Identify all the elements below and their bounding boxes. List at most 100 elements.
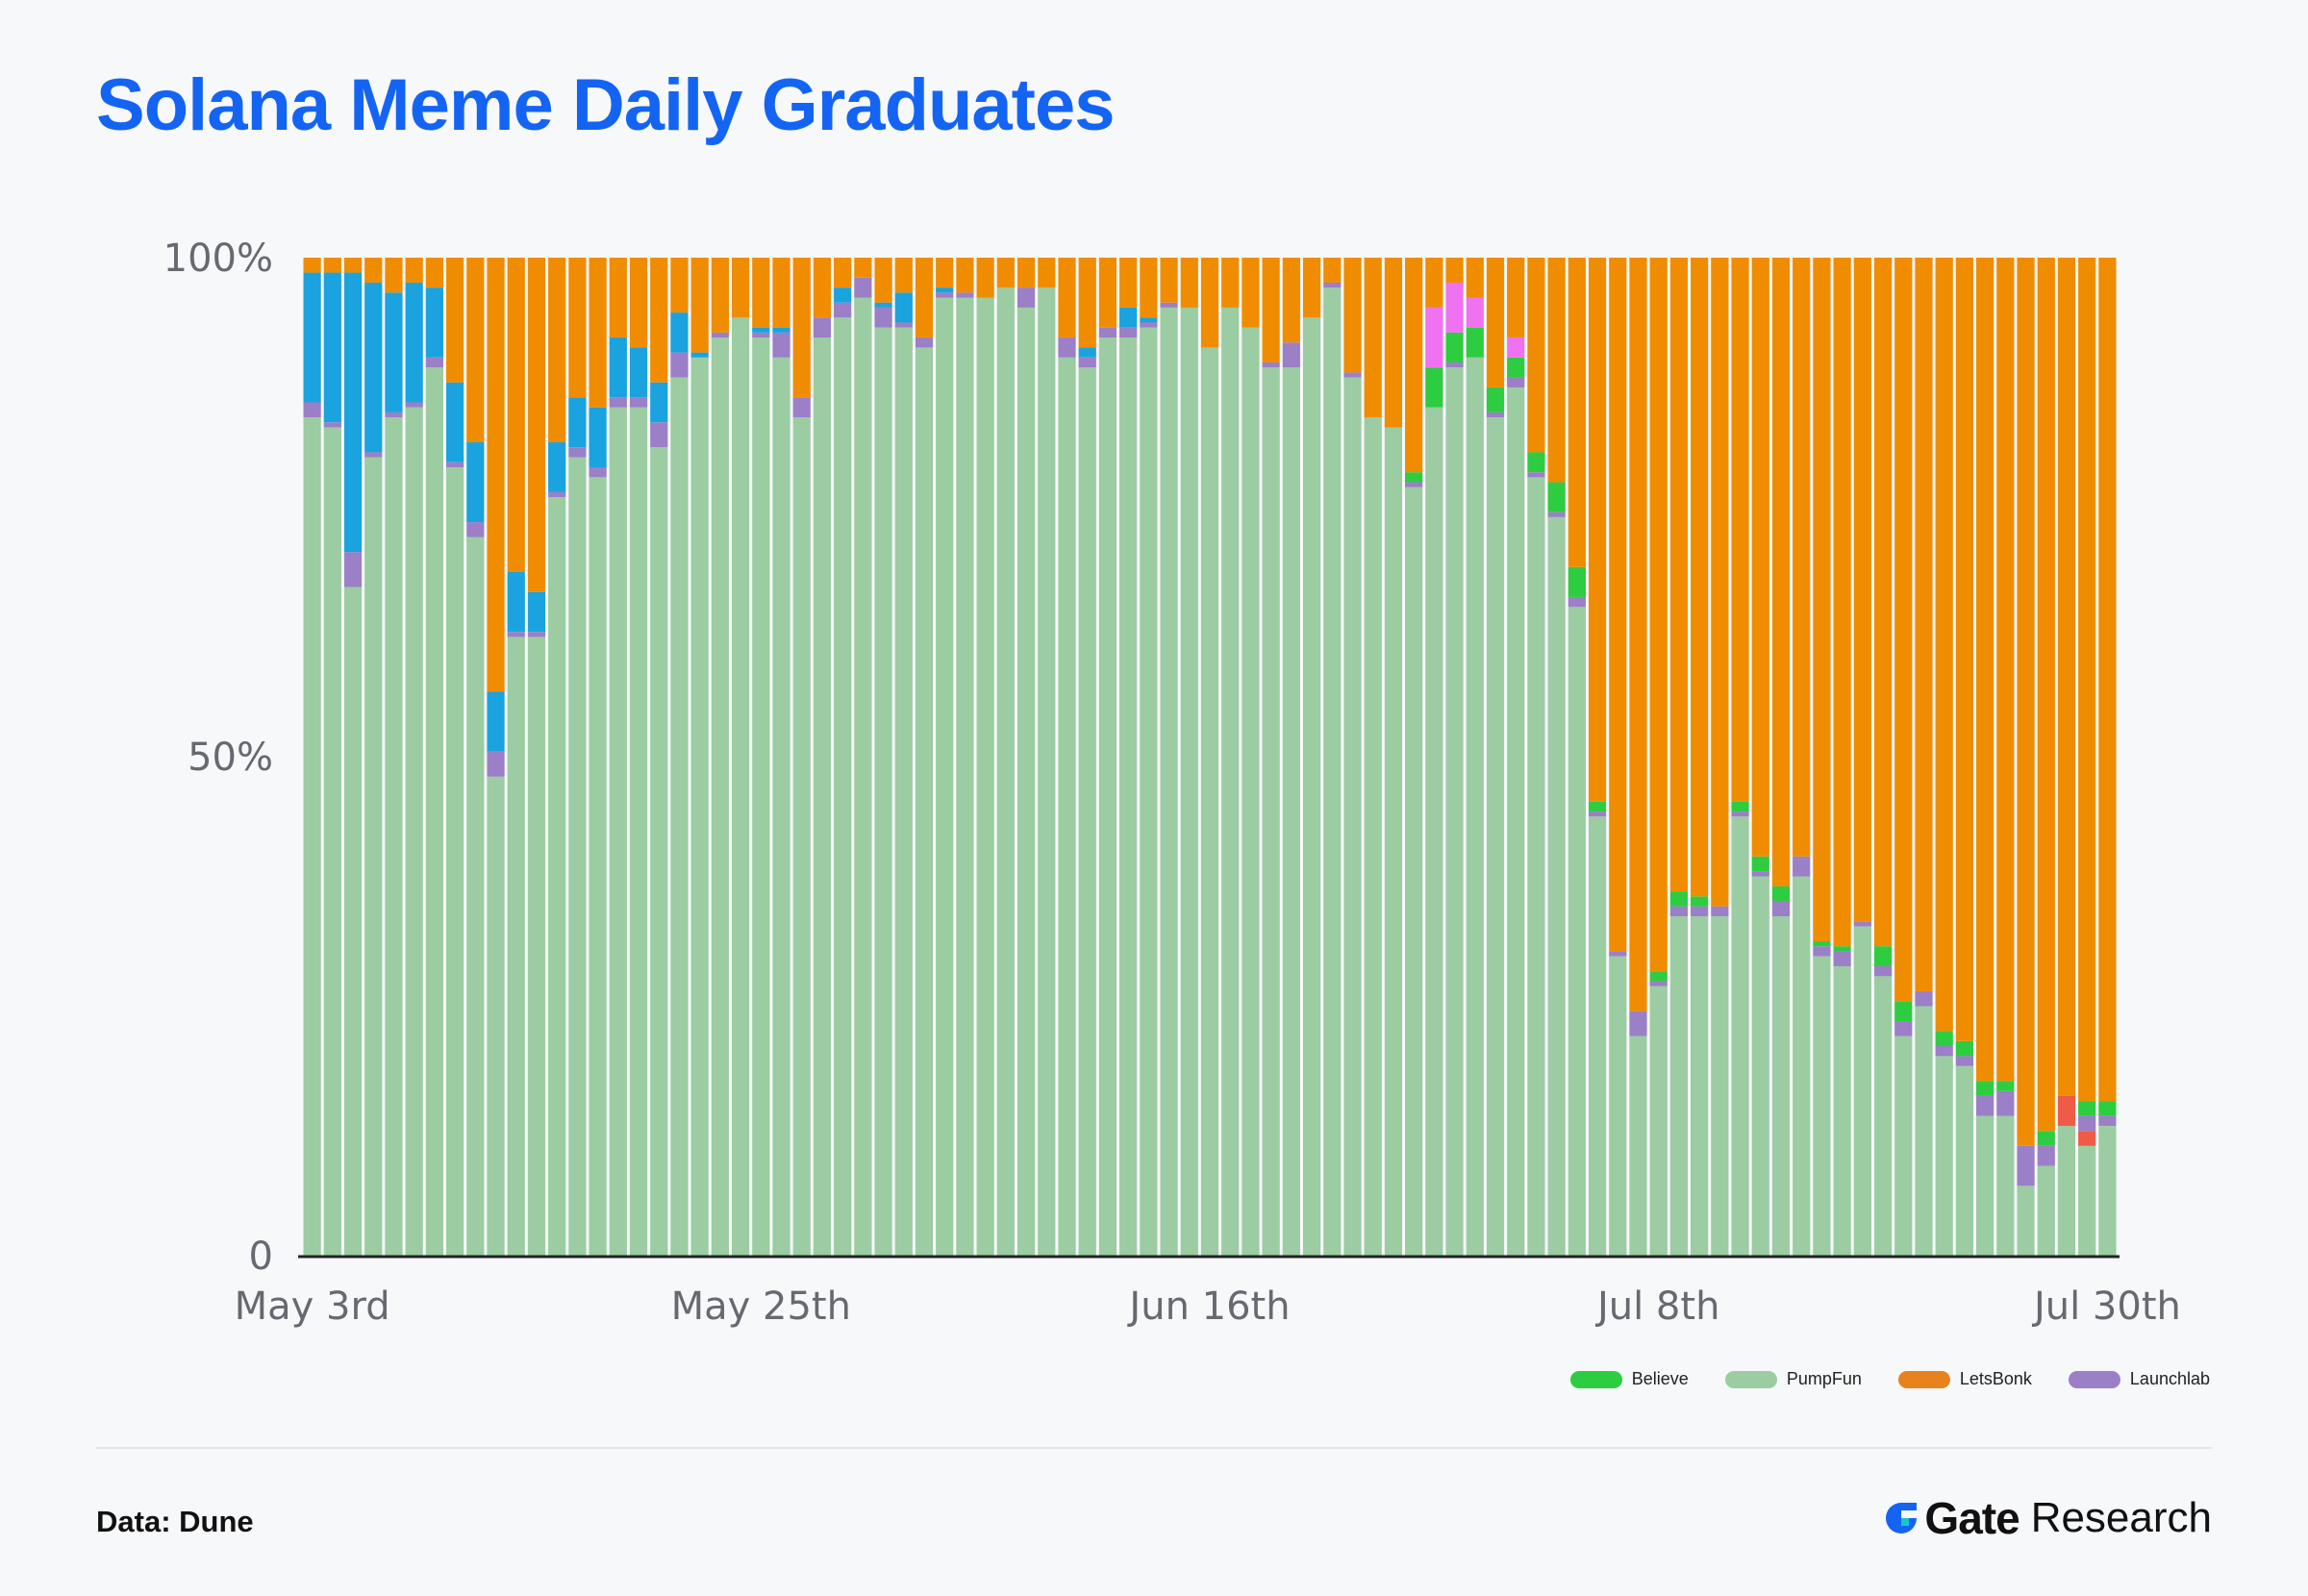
bar-segment-launchlab bbox=[1853, 921, 1871, 927]
day-bar bbox=[936, 258, 954, 1256]
bar-segment-launchlab bbox=[527, 632, 546, 637]
day-bar bbox=[1609, 258, 1627, 1256]
day-bar bbox=[1119, 258, 1138, 1256]
day-bar bbox=[1038, 258, 1056, 1256]
bar-segment-letsbonk bbox=[1058, 258, 1076, 338]
bar-segment-pumpfun bbox=[1282, 367, 1300, 1256]
day-bar bbox=[2098, 258, 2117, 1256]
day-bar bbox=[1405, 258, 1423, 1256]
bar-segment-launchlab bbox=[1731, 811, 1749, 817]
bar-segment-launchlab bbox=[1078, 357, 1096, 368]
bar-segment-letsbonk bbox=[894, 258, 913, 293]
bar-segment-blue bbox=[690, 352, 709, 358]
bar-segment-blue bbox=[323, 272, 341, 423]
bar-segment-pumpfun bbox=[1629, 1035, 1647, 1256]
bar-segment-letsbonk bbox=[1996, 258, 2015, 1082]
bar-segment-blue bbox=[752, 327, 770, 333]
day-bar bbox=[568, 258, 587, 1257]
bar-segment-letsbonk bbox=[1955, 258, 1973, 1041]
bar-segment-launchlab bbox=[1568, 596, 1586, 608]
bar-segment-pumpfun bbox=[303, 417, 321, 1257]
bar-segment-launchlab bbox=[1588, 811, 1607, 817]
bar-segment-letsbonk bbox=[731, 258, 750, 318]
legend-swatch bbox=[1897, 1370, 1950, 1388]
bar-segment-letsbonk bbox=[445, 258, 464, 383]
bar-segment-letsbonk bbox=[1384, 258, 1403, 428]
bar-segment-letsbonk bbox=[1405, 258, 1423, 473]
bar-segment-pumpfun bbox=[1140, 327, 1158, 1256]
day-bar bbox=[1262, 258, 1280, 1256]
day-bar bbox=[1058, 258, 1076, 1256]
bar-segment-pumpfun bbox=[1771, 916, 1791, 1256]
day-bar bbox=[405, 258, 423, 1256]
day-bar bbox=[1180, 258, 1198, 1256]
bar-segment-pumpfun bbox=[1894, 1035, 1913, 1256]
bar-segment-letsbonk bbox=[1833, 258, 1851, 947]
bar-segment-letsbonk bbox=[1038, 258, 1056, 288]
bar-segment-letsbonk bbox=[1771, 258, 1791, 886]
bar-segment-launchlab bbox=[1058, 337, 1076, 358]
bar-segment-pumpfun bbox=[1915, 1006, 1933, 1256]
bar-segment-pumpfun bbox=[1486, 417, 1505, 1257]
day-bar bbox=[1649, 258, 1668, 1256]
bar-segment-pumpfun bbox=[996, 287, 1015, 1256]
bar-segment-pumpfun bbox=[1833, 965, 1851, 1256]
bar-segment-pumpfun bbox=[650, 447, 668, 1257]
bar-segment-pumpfun bbox=[1098, 337, 1117, 1256]
bar-segment-letsbonk bbox=[854, 258, 872, 278]
bar-segment-letsbonk bbox=[589, 258, 607, 408]
bar-segment-believe bbox=[1731, 801, 1749, 812]
bar-segment-letsbonk bbox=[1200, 258, 1219, 348]
bar-segment-letsbonk bbox=[343, 258, 363, 273]
bar-segment-pumpfun bbox=[956, 297, 974, 1256]
bar-segment-letsbonk bbox=[1098, 258, 1117, 328]
y-tick-label: 100% bbox=[163, 237, 273, 281]
bar-segment-launchlab bbox=[1098, 327, 1117, 338]
bar-segment-launchlab bbox=[772, 332, 790, 358]
bar-segment-launchlab bbox=[1262, 362, 1280, 368]
day-bar bbox=[507, 258, 525, 1256]
bar-segment-letsbonk bbox=[1140, 258, 1158, 318]
bar-segment-pumpfun bbox=[1853, 926, 1871, 1256]
bar-segment-letsbonk bbox=[1323, 258, 1342, 283]
footer-divider bbox=[96, 1447, 2212, 1449]
bar-segment-pumpfun bbox=[1691, 916, 1709, 1256]
day-bar bbox=[1547, 258, 1566, 1256]
bar-segment-pumpfun bbox=[1935, 1056, 1953, 1256]
day-bar bbox=[834, 258, 852, 1256]
bar-segment-pumpfun bbox=[1262, 367, 1280, 1256]
bar-segment-letsbonk bbox=[1364, 258, 1382, 418]
bar-segment-pumpfun bbox=[1016, 307, 1036, 1256]
bar-segment-pumpfun bbox=[1711, 916, 1729, 1256]
brand-suffix: Research bbox=[2030, 1494, 2212, 1541]
day-bar bbox=[711, 258, 729, 1256]
bar-segment-pumpfun bbox=[915, 347, 934, 1256]
bar-segment-pumpfun bbox=[2078, 1145, 2096, 1256]
bar-segment-blue bbox=[405, 282, 423, 403]
bar-segment-launchlab bbox=[568, 447, 587, 458]
x-tick-label: Jul 8th bbox=[1594, 1284, 1719, 1329]
bar-segment-letsbonk bbox=[1466, 258, 1484, 298]
bar-segment-believe bbox=[1813, 941, 1831, 947]
bar-segment-pumpfun bbox=[1445, 367, 1464, 1256]
bar-segment-launchlab bbox=[1160, 302, 1178, 308]
bar-segment-letsbonk bbox=[1262, 258, 1280, 362]
bar-segment-launchlab bbox=[487, 751, 505, 777]
bar-segment-letsbonk bbox=[2098, 258, 2117, 1102]
bar-segment-letsbonk bbox=[2037, 258, 2055, 1132]
day-bar bbox=[1343, 258, 1362, 1256]
bar-segment-launchlab bbox=[1711, 906, 1729, 917]
bar-segment-letsbonk bbox=[1731, 258, 1749, 802]
day-bar bbox=[1935, 258, 1953, 1256]
bar-segment-blue bbox=[1140, 317, 1158, 323]
bar-segment-launchlab bbox=[1669, 906, 1689, 917]
bar-segment-believe bbox=[2078, 1101, 2096, 1116]
day-bar bbox=[589, 258, 607, 1256]
bar-segment-believe bbox=[1935, 1031, 1953, 1047]
bar-segment-launchlab bbox=[609, 397, 627, 408]
bar-segment-believe bbox=[1588, 801, 1607, 812]
bar-segment-pumpfun bbox=[1180, 307, 1198, 1256]
bar-segment-launchlab bbox=[1996, 1090, 2015, 1116]
bar-segment-launchlab bbox=[854, 277, 872, 298]
bar-segment-letsbonk bbox=[1486, 258, 1505, 387]
